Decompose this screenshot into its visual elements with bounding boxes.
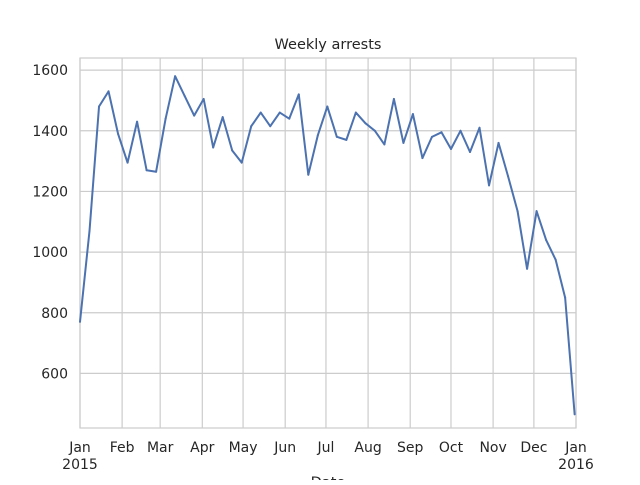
x-tick-label: Nov [479, 440, 506, 456]
data-point [421, 157, 424, 160]
x-tick-label: Mar [147, 440, 174, 456]
x-axis-label: Date [311, 475, 346, 480]
data-point [136, 120, 139, 123]
data-point [316, 134, 319, 137]
data-point [573, 413, 576, 416]
data-point [564, 296, 567, 299]
data-point [497, 141, 500, 144]
x-tick-label: Jun [273, 440, 296, 456]
data-point [145, 169, 148, 172]
data-point [164, 117, 167, 120]
data-point [526, 267, 529, 270]
plot-frame [79, 57, 577, 429]
x-tick-label: Dec [520, 440, 547, 456]
y-tick-label: 1600 [32, 63, 68, 79]
data-point [240, 161, 243, 164]
data-point [488, 184, 491, 187]
x-tick-label: Feb [110, 440, 135, 456]
data-point [126, 161, 129, 164]
data-point [354, 111, 357, 114]
x-tick-year-label: 2016 [558, 457, 594, 473]
x-tick-label: Jul [317, 440, 335, 456]
data-point [269, 125, 272, 128]
data-point [212, 146, 215, 149]
plot-background [80, 58, 576, 428]
x-tick-label: Oct [439, 440, 464, 456]
data-point [440, 131, 443, 134]
data-point [231, 149, 234, 152]
y-axis: 600 800 1000 1200 1400 1600 [32, 63, 68, 382]
series-layer [79, 75, 576, 416]
data-point [193, 114, 196, 117]
data-point [155, 170, 158, 173]
data-point [449, 147, 452, 150]
x-tick-label: Apr [190, 440, 214, 456]
data-point [259, 111, 262, 114]
data-point [88, 229, 91, 232]
chart-title: Weekly arrests [275, 37, 382, 53]
x-tick-label: Sep [397, 440, 424, 456]
data-point [221, 116, 224, 119]
x-tick-label: Aug [354, 440, 381, 456]
data-point [545, 238, 548, 241]
y-tick-label: 600 [41, 366, 68, 382]
data-point [535, 210, 538, 213]
x-tick-label: Jan [68, 440, 91, 456]
data-point [307, 173, 310, 176]
data-point [383, 143, 386, 146]
grid [79, 57, 577, 429]
data-point [117, 132, 120, 135]
data-point [402, 141, 405, 144]
data-point [516, 210, 519, 213]
data-point [554, 258, 557, 261]
data-point [202, 97, 205, 100]
data-point [297, 93, 300, 96]
data-point [278, 111, 281, 114]
data-point [364, 122, 367, 125]
data-point [345, 138, 348, 141]
data-point [174, 75, 177, 78]
y-tick-label: 800 [41, 306, 68, 322]
data-point [430, 135, 433, 138]
y-tick-label: 1400 [32, 124, 68, 140]
data-point [469, 151, 472, 154]
data-point [507, 175, 510, 178]
y-tick-label: 1000 [32, 245, 68, 261]
data-point [373, 129, 376, 132]
data-point [411, 113, 414, 116]
data-point [98, 105, 101, 108]
data-point [478, 126, 481, 129]
data-point [459, 129, 462, 132]
data-point [288, 117, 291, 120]
data-point [392, 97, 395, 100]
x-tick-label: May [229, 440, 258, 456]
y-tick-label: 1200 [32, 184, 68, 200]
data-point [335, 135, 338, 138]
data-point [326, 105, 329, 108]
x-tick-year-label: 2015 [62, 457, 98, 473]
data-point [79, 320, 81, 323]
data-point [250, 125, 253, 128]
data-point [107, 90, 110, 93]
x-tick-label: Jan [564, 440, 587, 456]
data-point [183, 94, 186, 97]
